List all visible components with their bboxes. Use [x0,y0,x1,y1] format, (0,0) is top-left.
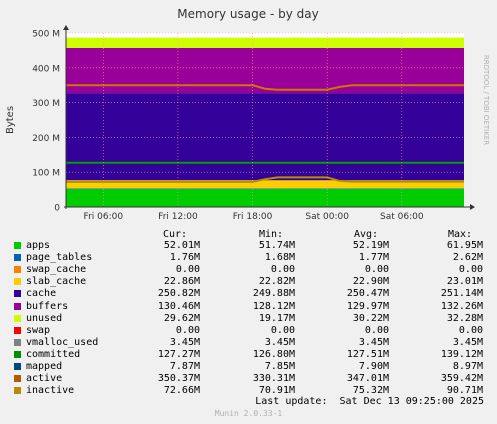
y-tick-label: 500 M [32,30,60,40]
chart-title: Memory usage - by day [177,7,318,21]
x-tick-label: Sat 06:00 [380,212,424,222]
rrdtool-credit: RRDTOOL / TOBI OETIKER [482,55,490,145]
y-axis-arrow [63,25,69,30]
y-tick-label: 300 M [32,99,60,109]
area-page_tables [66,188,464,189]
area-unused [66,37,464,48]
x-tick-label: Sat 00:00 [305,212,349,222]
x-axis-arrow [470,204,475,210]
area-cache [66,93,464,181]
line-inactive [66,176,464,183]
y-tick-label: 400 M [32,64,60,74]
x-tick-label: Fri 18:00 [233,212,273,222]
x-tick-label: Fri 06:00 [84,212,124,222]
y-tick-label: 100 M [32,169,60,179]
area-apps [66,188,464,207]
y-tick-label: 200 M [32,134,60,144]
y-tick-label: 0 [54,204,60,214]
line-active [66,84,464,91]
x-tick-label: Fri 12:00 [158,212,198,222]
area-buffers [66,47,464,94]
y-axis-label: Bytes [5,106,16,134]
